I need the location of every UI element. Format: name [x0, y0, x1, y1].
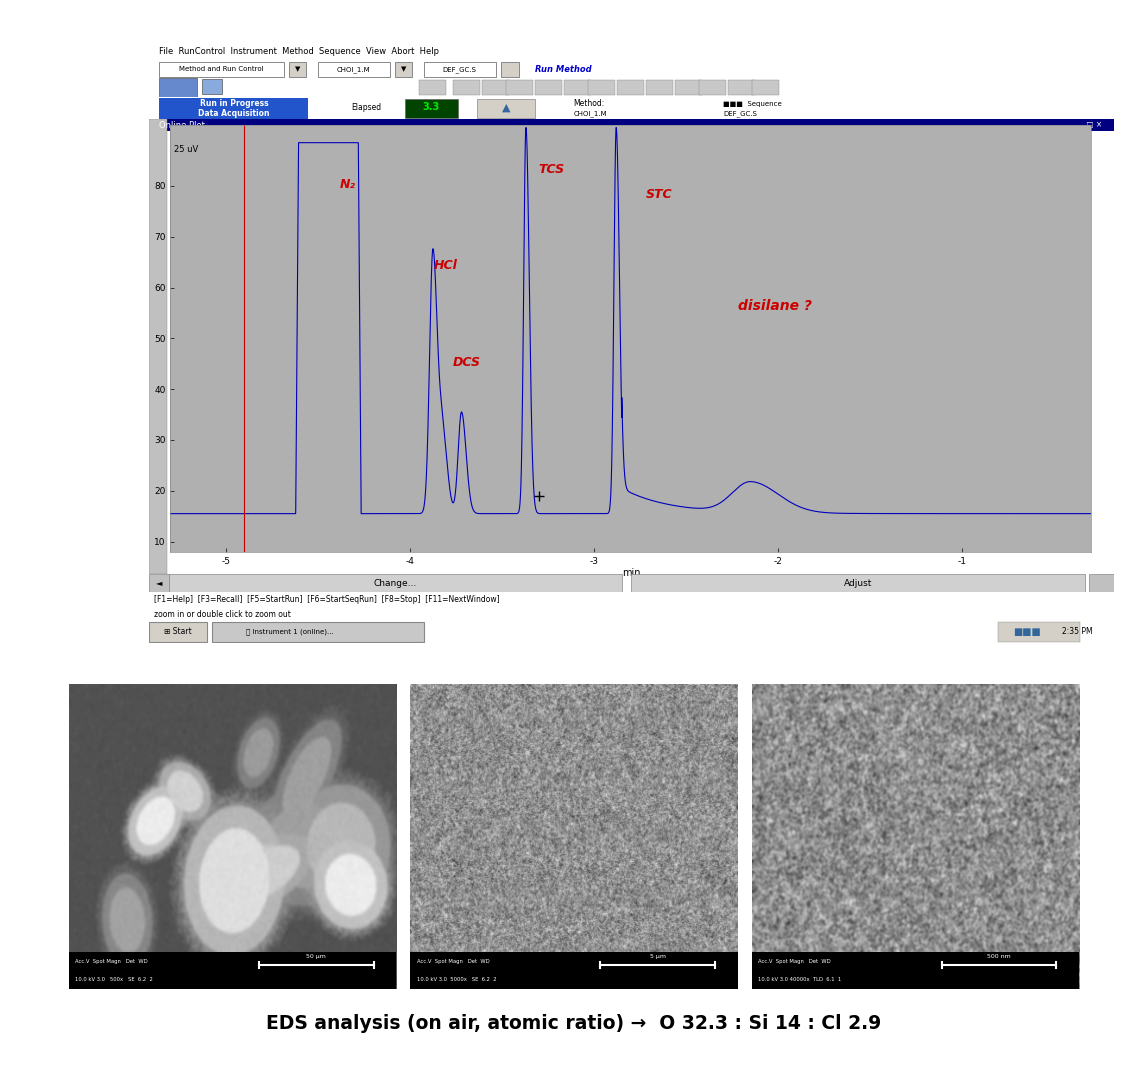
Text: ▼: ▼	[401, 66, 406, 73]
Bar	[158, 98, 309, 119]
Text: DCS: DCS	[452, 356, 480, 369]
Text: Method and Run Control: Method and Run Control	[179, 66, 264, 73]
Bar	[564, 79, 591, 95]
Bar	[419, 79, 447, 95]
Text: DEF_GC.S: DEF_GC.S	[723, 110, 757, 117]
Text: ◄: ◄	[156, 578, 162, 588]
Bar	[202, 79, 222, 94]
Bar	[453, 79, 480, 95]
Text: [F1=Help]  [F3=Recall]  [F5=StartRun]  [F6=StartSeqRun]  [F8=Stop]  [F11=NextWin: [F1=Help] [F3=Recall] [F5=StartRun] [F6=…	[154, 595, 499, 604]
Bar	[149, 120, 1114, 130]
Text: _  □  ×: _ □ ×	[1060, 31, 1089, 40]
Text: Data Acquisition: Data Acquisition	[199, 109, 270, 118]
Text: EDS analysis (on air, atomic ratio) →  O 32.3 : Si 14 : Cl 2.9: EDS analysis (on air, atomic ratio) → O …	[266, 1013, 882, 1033]
Text: CHOI_1.M: CHOI_1.M	[336, 66, 371, 73]
Bar	[395, 62, 412, 77]
Bar	[424, 62, 496, 77]
Text: 2:35 PM: 2:35 PM	[1062, 628, 1093, 636]
Text: 50 μm: 50 μm	[307, 955, 326, 959]
Bar	[752, 952, 1079, 989]
Text: 5 μm: 5 μm	[650, 955, 666, 959]
Text: 📂 Instrument 1 (online)...: 📂 Instrument 1 (online)...	[246, 629, 333, 635]
Bar	[728, 79, 755, 95]
Text: ⊞ Start: ⊞ Start	[164, 628, 192, 636]
Bar	[998, 622, 1080, 641]
Bar	[482, 79, 509, 95]
X-axis label: min: min	[622, 569, 641, 578]
Bar	[149, 120, 166, 574]
Text: 3.3: 3.3	[422, 103, 440, 112]
Bar	[588, 79, 615, 95]
Bar	[535, 79, 563, 95]
Text: 10.0 kV 3.0 40000x  TLD  6.1  1: 10.0 kV 3.0 40000x TLD 6.1 1	[758, 977, 841, 982]
Bar	[212, 622, 424, 641]
Bar	[699, 79, 726, 95]
Bar	[1089, 574, 1114, 592]
Text: Acc.V  Spot Magn   Det  WD: Acc.V Spot Magn Det WD	[758, 959, 831, 964]
Bar	[478, 99, 535, 118]
Text: 10.0 kV 3.0  5000x   SE  6.2  2: 10.0 kV 3.0 5000x SE 6.2 2	[417, 977, 496, 982]
Bar	[149, 574, 169, 592]
Bar	[158, 78, 197, 96]
Text: N₂: N₂	[340, 177, 356, 191]
Text: TCS: TCS	[538, 162, 565, 175]
Text: front detector: front detector	[202, 130, 250, 137]
Text: ▲: ▲	[502, 103, 511, 112]
Text: Acc.V  Spot Magn   Det  WD: Acc.V Spot Magn Det WD	[417, 959, 489, 964]
Bar	[410, 952, 738, 989]
Text: Run in Progress: Run in Progress	[200, 99, 269, 108]
Text: ▼: ▼	[295, 66, 301, 73]
Text: Adjust: Adjust	[844, 578, 872, 588]
Text: Acc.V  Spot Magn   Det  WD: Acc.V Spot Magn Det WD	[76, 959, 148, 964]
Bar	[149, 622, 207, 641]
Text: ■■■  Sequence: ■■■ Sequence	[723, 100, 782, 107]
Text: Method:: Method:	[574, 99, 605, 108]
Bar	[405, 99, 458, 118]
Text: Instrument 1 (online): Method & Run Control: Instrument 1 (online): Method & Run Cont…	[161, 31, 363, 40]
Text: HCl: HCl	[434, 260, 458, 273]
Bar	[616, 79, 644, 95]
Bar	[631, 574, 1085, 592]
Text: 25 uV: 25 uV	[174, 145, 199, 154]
Text: _ □ ×: _ □ ×	[1080, 121, 1102, 129]
Text: ■■■: ■■■	[1013, 626, 1040, 637]
Bar	[289, 62, 307, 77]
Text: zoom in or double click to zoom out: zoom in or double click to zoom out	[154, 610, 290, 619]
Text: DEF_GC.S: DEF_GC.S	[443, 66, 476, 73]
Text: Online Plot: Online Plot	[158, 121, 204, 129]
Bar	[675, 79, 701, 95]
Text: 10.0 kV 3.0   500x   SE  6.2  2: 10.0 kV 3.0 500x SE 6.2 2	[76, 977, 154, 982]
Bar	[169, 574, 622, 592]
Text: CHOI_1.M: CHOI_1.M	[574, 110, 607, 117]
Text: STC: STC	[645, 188, 673, 201]
Text: Run Method: Run Method	[535, 65, 591, 74]
Bar	[502, 62, 519, 77]
Text: 500 nm: 500 nm	[987, 955, 1010, 959]
Text: Elapsed: Elapsed	[351, 103, 382, 112]
Bar	[506, 79, 533, 95]
Text: Change...: Change...	[373, 578, 417, 588]
Text: disilane ?: disilane ?	[738, 299, 812, 313]
Bar	[318, 62, 390, 77]
Bar	[646, 79, 673, 95]
Bar	[158, 62, 285, 77]
Bar	[752, 79, 779, 95]
Bar	[69, 952, 396, 989]
Text: File  RunControl  Instrument  Method  Sequence  View  Abort  Help: File RunControl Instrument Method Sequen…	[158, 47, 439, 57]
